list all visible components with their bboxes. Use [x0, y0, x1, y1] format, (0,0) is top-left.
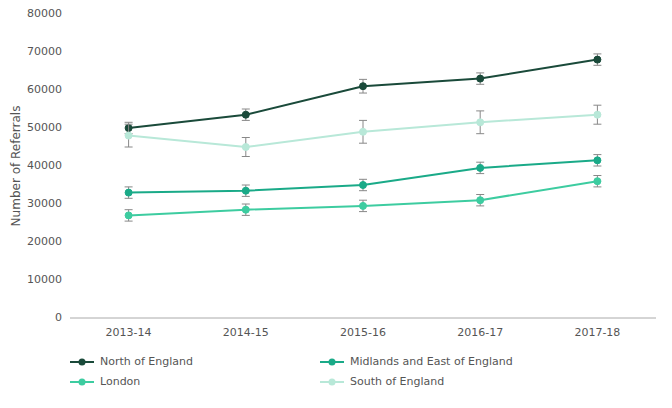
chart: 0 10000 20000 30000 40000 50000 60000 70000 8000…: [0, 0, 672, 408]
error-bar: [125, 124, 133, 147]
series-line: [129, 160, 598, 192]
legend-marker: [79, 359, 86, 366]
point: [242, 111, 249, 118]
error-bar: [593, 176, 601, 187]
x-tick-label: 2017-18: [574, 326, 620, 339]
error-bar: [242, 185, 250, 196]
point: [360, 202, 367, 209]
point: [594, 111, 601, 118]
y-tick-label: 30000: [27, 197, 62, 210]
error-bar: [359, 200, 367, 211]
error-bar: [359, 79, 367, 93]
error-bar: [125, 187, 133, 198]
x-tick-label: 2016-17: [457, 326, 503, 339]
x-tick-label: 2015-16: [340, 326, 386, 339]
legend-label: London: [100, 375, 140, 388]
point: [125, 132, 132, 139]
error-bar: [242, 204, 250, 215]
legend-marker: [329, 379, 336, 386]
point: [360, 182, 367, 189]
y-tick-label: 40000: [27, 159, 62, 172]
error-bar: [359, 179, 367, 190]
point: [477, 119, 484, 126]
plot-area: [125, 54, 602, 221]
y-tick-label: 10000: [27, 273, 62, 286]
point: [125, 212, 132, 219]
error-bar: [476, 162, 484, 173]
point: [477, 75, 484, 82]
error-bar: [476, 111, 484, 134]
y-tick-label: 60000: [27, 83, 62, 96]
legend-label: North of England: [100, 355, 193, 368]
legend-label: Midlands and East of England: [350, 355, 513, 368]
series: [125, 105, 602, 156]
legend-marker: [79, 379, 86, 386]
legend: North of England Midlands and East of Eng…: [70, 355, 513, 388]
error-bar: [476, 73, 484, 84]
point: [360, 83, 367, 90]
point: [594, 157, 601, 164]
error-bar: [476, 195, 484, 206]
y-tick-label: 70000: [27, 45, 62, 58]
series-line: [129, 115, 598, 147]
y-axis-label: Number of Referrals: [9, 106, 23, 227]
y-tick-label: 80000: [27, 7, 62, 20]
error-bar: [242, 138, 250, 157]
series: [125, 176, 602, 222]
series-line: [129, 60, 598, 128]
point: [242, 144, 249, 151]
series-line: [129, 181, 598, 215]
x-axis-line: [70, 318, 656, 319]
error-bar: [242, 109, 250, 120]
point: [594, 56, 601, 63]
y-tick-label: 20000: [27, 235, 62, 248]
point: [360, 128, 367, 135]
x-tick-label: 2014-15: [223, 326, 269, 339]
error-bar: [125, 210, 133, 221]
point: [242, 187, 249, 194]
point: [477, 197, 484, 204]
point: [242, 206, 249, 213]
error-bar: [593, 105, 601, 124]
y-tick-label: 50000: [27, 121, 62, 134]
error-bar: [359, 120, 367, 143]
x-tick-label: 2013-14: [106, 326, 152, 339]
legend-marker: [329, 359, 336, 366]
error-bar: [593, 155, 601, 166]
error-bar: [593, 54, 601, 65]
y-tick-label: 0: [55, 311, 62, 324]
legend-label: South of England: [350, 375, 444, 388]
point: [594, 178, 601, 185]
point: [125, 189, 132, 196]
point: [477, 164, 484, 171]
